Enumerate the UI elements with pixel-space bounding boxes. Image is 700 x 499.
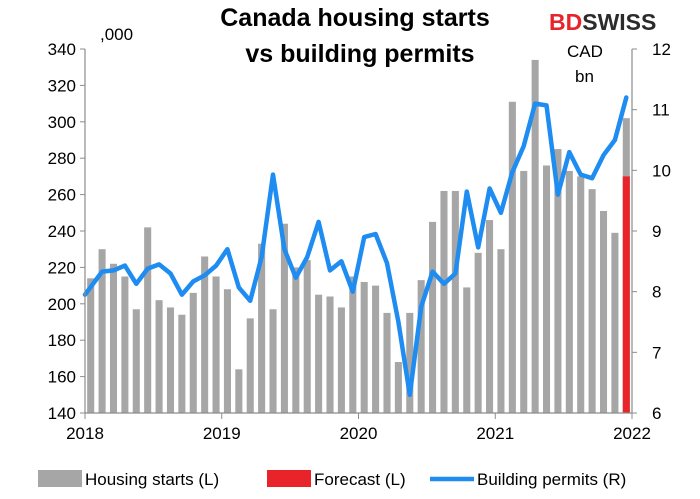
right-tick-label-9: 9 xyxy=(652,222,661,241)
housing-starts-bar-2018-07 xyxy=(155,300,163,413)
chart-title-line-1: Canada housing starts xyxy=(220,4,490,32)
right-axis-unit-line-1: CAD xyxy=(567,42,603,61)
housing-starts-bar-2018-10 xyxy=(189,292,197,413)
right-tick-label-6: 6 xyxy=(652,404,661,423)
x-tick-label-2018: 2018 xyxy=(66,424,104,443)
housing-starts-bar-2019-09 xyxy=(315,294,323,413)
building-permits-line xyxy=(82,95,629,398)
housing-starts-bar-2020-12 xyxy=(486,220,494,413)
x-tick-label-2019: 2019 xyxy=(203,424,241,443)
left-axis-unit: ,000 xyxy=(100,25,133,44)
housing-starts-bar-2018-06 xyxy=(144,227,152,413)
housing-starts-bar-2021-03 xyxy=(520,170,528,413)
housing-starts-bar-2020-01 xyxy=(360,281,368,413)
housing-starts-bar-2019-04 xyxy=(258,243,266,413)
housing-starts-bar-2021-02 xyxy=(508,101,516,413)
forecast-bars xyxy=(622,176,630,413)
housing-starts-bar-2018-04 xyxy=(121,276,129,413)
housing-starts-bar-2020-08 xyxy=(440,190,448,413)
left-tick-label-200: 200 xyxy=(48,295,76,314)
left-tick-label-300: 300 xyxy=(48,113,76,132)
right-tick-label-8: 8 xyxy=(652,283,661,302)
legend-swatch-housing-starts xyxy=(38,470,82,487)
housing-starts-bar-2018-09 xyxy=(178,314,186,413)
housing-starts-bar-2019-07 xyxy=(292,267,300,413)
housing-starts-bar-2020-06 xyxy=(417,280,425,413)
housing-starts-bar-2019-01 xyxy=(223,289,231,413)
housing-starts-bar-2019-06 xyxy=(280,223,288,413)
left-tick-label-240: 240 xyxy=(48,222,76,241)
right-axis-ticks: 6 7 8 9 10 11 12 xyxy=(632,40,671,423)
x-tick-label-2021: 2021 xyxy=(476,424,514,443)
left-tick-label-260: 260 xyxy=(48,186,76,205)
legend-label-housing-starts: Housing starts (L) xyxy=(85,470,219,489)
housing-starts-bars xyxy=(87,59,630,414)
x-axis-ticks: 2018 2019 2020 2021 2022 xyxy=(66,413,651,443)
left-tick-label-340: 340 xyxy=(48,40,76,59)
right-tick-label-7: 7 xyxy=(652,343,661,362)
legend-label-forecast: Forecast (L) xyxy=(314,470,406,489)
forecast-bar-2021-12 xyxy=(622,176,630,413)
housing-starts-bar-2020-02 xyxy=(372,285,380,413)
left-tick-label-180: 180 xyxy=(48,331,76,350)
housing-starts-bar-2018-03 xyxy=(109,263,118,413)
housing-starts-bar-2020-05 xyxy=(406,312,414,413)
housing-starts-bar-2021-01 xyxy=(497,249,505,413)
legend-label-building-permits: Building permits (R) xyxy=(477,470,626,489)
housing-starts-bar-2018-11 xyxy=(201,256,209,413)
housing-starts-bar-2019-11 xyxy=(337,307,345,413)
housing-starts-bar-2018-12 xyxy=(212,276,220,413)
housing-starts-bar-2019-03 xyxy=(246,318,254,413)
housing-starts-bar-2018-05 xyxy=(132,309,140,413)
left-tick-label-160: 160 xyxy=(48,368,76,387)
housing-starts-bar-2020-07 xyxy=(429,221,437,413)
left-tick-label-140: 140 xyxy=(48,404,76,423)
right-axis-unit-line-2: bn xyxy=(575,67,594,86)
x-tick-label-2020: 2020 xyxy=(340,424,378,443)
housing-starts-bar-2021-04 xyxy=(531,59,539,414)
housing-starts-bar-2021-09 xyxy=(588,189,596,413)
housing-starts-bar-2019-12 xyxy=(349,276,357,413)
housing-starts-bar-2020-09 xyxy=(451,190,459,413)
housing-starts-bar-2019-05 xyxy=(269,309,277,413)
legend-swatch-forecast xyxy=(267,470,311,487)
housing-starts-bar-2018-02 xyxy=(98,249,106,413)
housing-starts-bar-2020-04 xyxy=(394,362,402,413)
housing-starts-bar-2021-11 xyxy=(611,232,619,413)
housing-starts-bar-2020-10 xyxy=(463,287,471,413)
housing-starts-bar-2021-06 xyxy=(554,149,562,413)
left-tick-label-280: 280 xyxy=(48,149,76,168)
building-permits-series xyxy=(82,95,629,398)
brand-logo-text: BDSWISS xyxy=(549,9,656,35)
brand-logo-part-bd: BD xyxy=(549,9,582,35)
left-tick-label-220: 220 xyxy=(48,258,76,277)
housing-starts-bar-2021-08 xyxy=(577,176,585,413)
housing-starts-bar-2019-10 xyxy=(326,296,334,413)
housing-starts-bar-2021-10 xyxy=(599,210,608,413)
right-tick-label-10: 10 xyxy=(652,161,671,180)
housing-starts-bar-2019-08 xyxy=(303,260,311,413)
housing-starts-bar-2018-08 xyxy=(166,307,175,413)
housing-starts-bar-2021-05 xyxy=(542,165,551,413)
housing-starts-bar-2020-03 xyxy=(383,312,391,413)
x-tick-label-2022: 2022 xyxy=(613,424,651,443)
left-axis-ticks: 140 160 180 200 220 240 260 280 300 320 340 xyxy=(48,40,85,423)
housing-starts-bar-2018-01 xyxy=(87,278,95,413)
brand-logo: BDSWISS xyxy=(549,9,656,35)
right-tick-label-11: 11 xyxy=(652,101,670,120)
chart-title-line-2: vs building permits xyxy=(245,40,474,68)
housing-starts-bar-2020-11 xyxy=(474,252,482,413)
left-tick-label-320: 320 xyxy=(48,76,76,95)
housing-starts-bar-2021-07 xyxy=(565,170,573,413)
brand-logo-part-swiss: SWISS xyxy=(582,9,656,35)
housing-starts-bar-2019-02 xyxy=(235,369,243,413)
legend: Housing starts (L) Forecast (L) Building… xyxy=(38,470,626,489)
right-tick-label-12: 12 xyxy=(652,40,671,59)
